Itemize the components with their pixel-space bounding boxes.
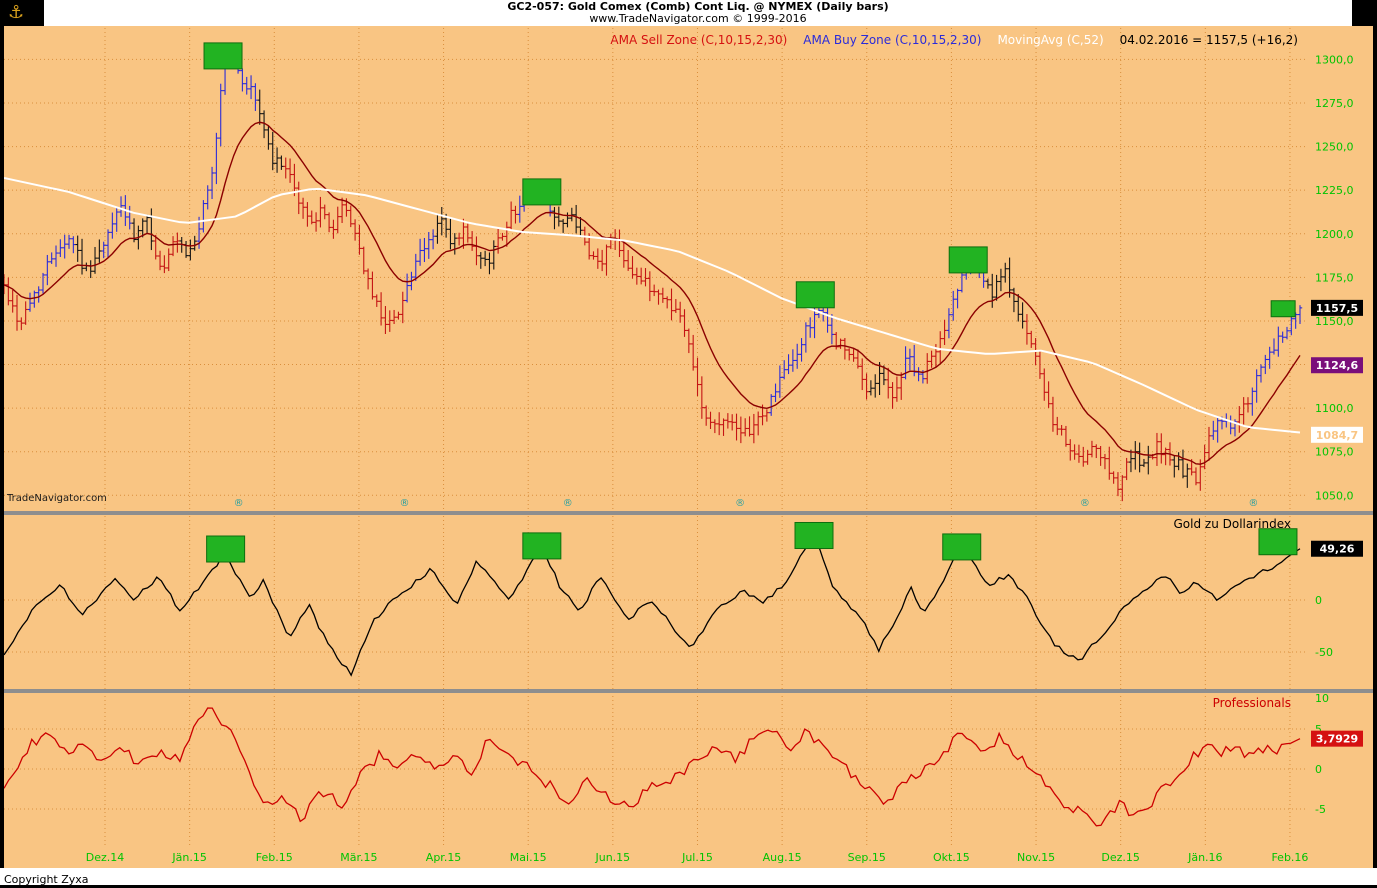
x-axis-label: Jul.15 [681,851,713,864]
x-axis-label: Jun.15 [594,851,630,864]
status-bar: Copyright Zyxa [0,868,1377,886]
price-tag [1311,426,1363,443]
title-area: GC2-057: Gold Comex (Comb) Cont Liq. @ N… [44,0,1352,26]
registered-mark-icon: ® [1248,498,1258,509]
price-tag-label: 49,26 [1320,543,1355,556]
price-tag-label: 1084,7 [1316,429,1358,442]
indicator-legend: AMA Sell Zone (C,10,15,2,30) AMA Buy Zon… [610,33,1298,47]
price-tag-label: 1124,6 [1316,359,1359,372]
price-tag [1311,540,1363,557]
buy-signal-box [942,533,982,561]
price-tag [1311,357,1363,374]
copyright-text: Copyright Zyxa [4,873,89,886]
panel-separator[interactable] [0,511,1377,515]
x-axis-label: Apr.15 [426,851,462,864]
y-axis-label: 1175,0 [1315,271,1354,284]
chart-subtitle: www.TradeNavigator.com © 1999-2016 [589,12,807,25]
price-tag [1311,730,1363,747]
y-axis-label: 0 [1315,763,1322,776]
registered-mark-icon: ® [735,498,745,509]
gridlines [4,28,1308,845]
y-axis-label: 1050,0 [1315,489,1354,502]
y-axis-label: 1150,0 [1315,315,1354,328]
y-axis-label: 0 [1315,594,1322,607]
y-axis-label: 1100,0 [1315,402,1354,415]
y-axis-label: 1300,0 [1315,53,1354,66]
window-frame-right [1373,26,1377,868]
registered-mark-icon: ® [1080,498,1090,509]
y-axis-label: 5 [1315,723,1322,736]
ma52-line [3,176,1301,434]
price-tag-label: 1157,5 [1316,302,1358,315]
x-axis-label: Dez.14 [86,851,125,864]
legend-ama-buy-zone[interactable]: AMA Buy Zone (C,10,15,2,30) [803,33,982,47]
x-axis-label: Feb.15 [256,851,293,864]
buy-signal-box [203,42,243,70]
app-anchor-icon: ⚓ [8,2,25,23]
x-axis-label: Aug.15 [763,851,802,864]
registered-mark-icon: ® [399,498,409,509]
x-axis-label: Nov.15 [1017,851,1055,864]
title-bar: ⚓ GC2-057: Gold Comex (Comb) Cont Liq. @… [0,0,1377,26]
legend-moving-avg[interactable]: MovingAvg (C,52) [997,33,1104,47]
x-axis-label: Sep.15 [848,851,886,864]
y-axis-label: 1250,0 [1315,141,1354,154]
x-axis-label: Jän.15 [171,851,206,864]
y-axis-label: 1225,0 [1315,184,1354,197]
buy-signal-box [794,521,834,549]
x-axis-label: Mär.15 [340,851,377,864]
x-axis-label: Dez.15 [1101,851,1140,864]
legend-date-value: 04.02.2016 = 1157,5 (+16,2) [1119,33,1298,47]
buy-signal-box [522,532,562,560]
legend-ama-sell-zone[interactable]: AMA Sell Zone (C,10,15,2,30) [610,33,788,47]
buy-signal-box [948,246,988,274]
buy-signal-box [1270,300,1296,318]
panel3-title: Professionals [1212,696,1291,710]
y-axis-label: 1075,0 [1315,446,1354,459]
window-frame-left [0,26,4,868]
y-axis-label: -50 [1315,646,1333,659]
x-axis-label: Okt.15 [933,851,970,864]
buy-signal-box [795,281,835,309]
y-axis-label: 10 [1315,692,1329,705]
panel-separator[interactable] [0,689,1377,693]
watermark-text: TradeNavigator.com [7,493,107,504]
price-tag-label: 3,7929 [1316,733,1358,746]
registered-mark-icon: ® [234,498,244,509]
buy-signal-box [1258,528,1298,556]
x-axis-label: Feb.16 [1271,851,1308,864]
buy-signal-box [206,535,246,563]
professionals-line [3,707,1301,827]
price-tag [1311,299,1363,316]
x-axis-label: Jän.16 [1187,851,1222,864]
y-axis-label: -5 [1315,803,1326,816]
x-axis-label: Mai.15 [510,851,547,864]
buy-signal-box [522,178,562,206]
y-axis-label: 1275,0 [1315,97,1354,110]
panel2-title: Gold zu Dollarindex [1173,517,1292,531]
ama-line [3,121,1301,465]
registered-mark-icon: ® [563,498,573,509]
price-bars [1,52,1303,502]
y-axis-label: 1200,0 [1315,228,1354,241]
chart-title: GC2-057: Gold Comex (Comb) Cont Liq. @ N… [507,0,889,13]
